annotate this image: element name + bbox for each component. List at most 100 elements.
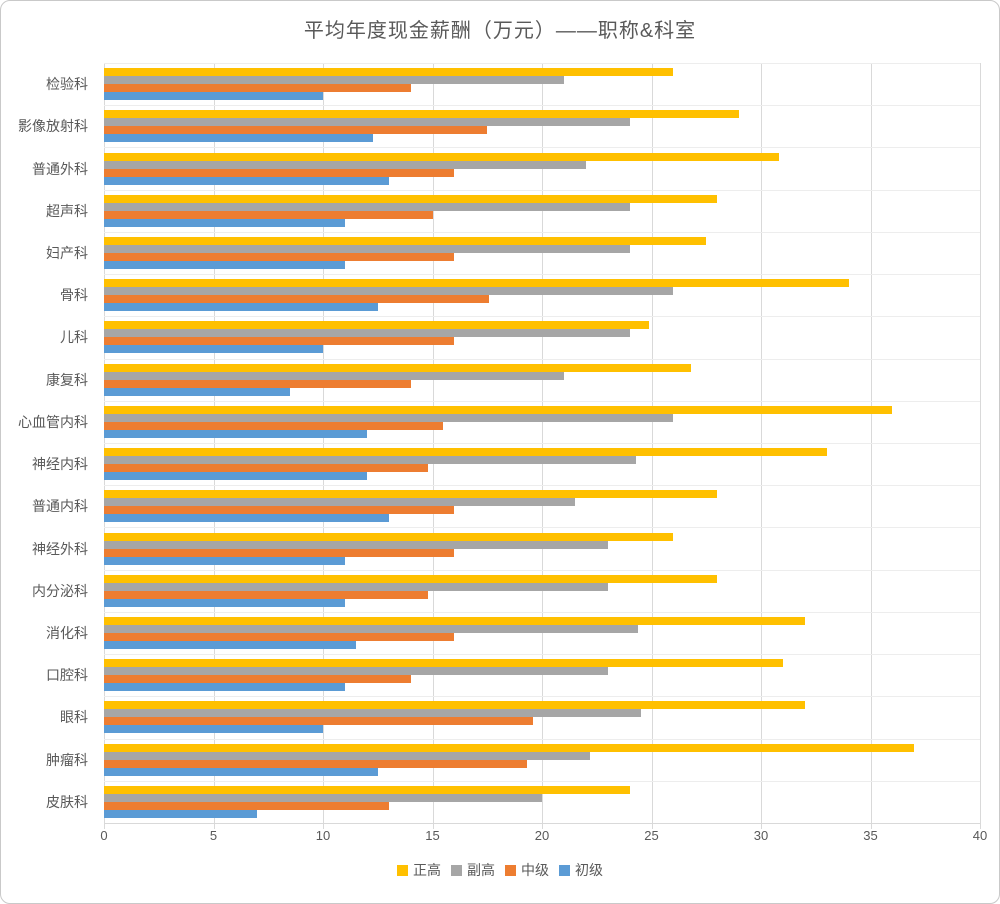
bar-deputy-senior xyxy=(104,751,591,760)
bar-full-senior xyxy=(104,616,805,625)
x-tick-label: 40 xyxy=(972,828,988,843)
bar-full-senior xyxy=(104,532,674,541)
bar-junior xyxy=(104,514,389,523)
category-separator xyxy=(104,738,980,740)
bar-deputy-senior xyxy=(104,160,586,169)
bar-intermediate xyxy=(104,379,411,388)
category-separator xyxy=(104,147,980,149)
bar-full-senior xyxy=(104,68,674,77)
bar-intermediate xyxy=(104,506,455,515)
bar-full-senior xyxy=(104,785,630,794)
bar-intermediate xyxy=(104,632,455,641)
category-label: 康复科 xyxy=(46,371,88,388)
bar-full-senior xyxy=(104,152,779,161)
bar-intermediate xyxy=(104,337,455,346)
axis-tick-40 xyxy=(980,823,981,829)
x-tick-label: 5 xyxy=(209,828,218,843)
x-axis-labels: 0 5 10 15 20 25 30 35 40 xyxy=(100,828,987,846)
bar-group-17 xyxy=(104,739,980,781)
bar-full-senior xyxy=(104,279,849,288)
bar-deputy-senior xyxy=(104,582,608,591)
category-label: 骨科 xyxy=(60,287,88,304)
bar-deputy-senior xyxy=(104,498,575,507)
category-separator xyxy=(104,189,980,191)
bar-full-senior xyxy=(104,490,718,499)
legend-item-intermediate: 中级 xyxy=(505,860,549,880)
bar-junior xyxy=(104,387,291,396)
bar-intermediate xyxy=(104,717,534,726)
bar-junior xyxy=(104,683,345,692)
bar-junior xyxy=(104,472,367,481)
bar-intermediate xyxy=(104,759,527,768)
bar-intermediate xyxy=(104,210,433,219)
axis-tick-15 xyxy=(432,823,434,829)
bar-full-senior xyxy=(104,321,650,330)
category-label: 儿科 xyxy=(60,329,88,346)
x-tick-label: 0 xyxy=(100,828,108,843)
bar-junior xyxy=(104,640,356,649)
x-tick-label: 30 xyxy=(753,828,769,843)
legend-swatch-junior xyxy=(559,864,570,876)
category-separator xyxy=(104,527,980,529)
bar-group-18 xyxy=(104,781,980,823)
bar-intermediate xyxy=(104,590,429,599)
bar-deputy-senior xyxy=(104,202,630,211)
category-separator xyxy=(104,63,980,64)
category-separator xyxy=(104,443,980,444)
y-axis-labels: 检验科 影像放射科 普通外科 超声科 妇产科 骨科 儿科 康复科 心血管内科 神经内科 普通内科 神经… xyxy=(1,63,96,823)
bar-junior xyxy=(104,809,258,818)
bar-intermediate xyxy=(104,252,455,261)
bar-full-senior xyxy=(104,701,805,710)
axis-tick-10 xyxy=(323,823,324,829)
bar-deputy-senior xyxy=(104,76,564,85)
bar-full-senior xyxy=(104,743,915,752)
bar-deputy-senior xyxy=(104,709,641,718)
bar-full-senior xyxy=(104,574,718,583)
bar-group-12 xyxy=(104,527,980,569)
bar-deputy-senior xyxy=(104,413,674,422)
legend-item-full-senior: 正高 xyxy=(397,860,441,880)
bar-deputy-senior xyxy=(104,244,630,253)
bar-junior xyxy=(104,725,323,734)
bar-deputy-senior xyxy=(104,456,637,465)
bar-junior xyxy=(104,218,345,227)
category-separator xyxy=(104,485,980,487)
category-separator xyxy=(104,400,980,402)
category-separator xyxy=(104,780,980,782)
category-label: 眼科 xyxy=(60,709,88,726)
bar-junior xyxy=(104,598,345,607)
bar-group-5 xyxy=(104,232,980,274)
bar-intermediate xyxy=(104,126,488,135)
bar-deputy-senior xyxy=(104,371,564,380)
category-separator xyxy=(104,358,980,360)
legend-item-deputy-senior: 副高 xyxy=(451,860,495,880)
category-label: 神经内科 xyxy=(32,456,88,473)
legend-label-deputy-senior: 副高 xyxy=(467,862,495,878)
bar-intermediate xyxy=(104,295,490,304)
bar-intermediate xyxy=(104,675,411,684)
legend-item-junior: 初级 xyxy=(559,860,603,880)
axis-tick-35 xyxy=(870,823,872,829)
bar-deputy-senior xyxy=(104,667,608,676)
bar-junior xyxy=(104,556,345,565)
bar-intermediate xyxy=(104,168,455,177)
bar-intermediate xyxy=(104,548,455,557)
category-separator xyxy=(104,611,980,613)
category-label: 超声科 xyxy=(46,202,88,219)
bar-deputy-senior xyxy=(104,624,639,633)
category-separator xyxy=(104,654,980,656)
bar-deputy-senior xyxy=(104,793,542,802)
category-label: 检验科 xyxy=(46,76,88,93)
bar-group-4 xyxy=(104,190,980,232)
plot-area xyxy=(104,63,981,829)
x-tick-label: 10 xyxy=(315,828,331,843)
chart-title: 平均年度现金薪酬（万元）——职称&科室 xyxy=(303,20,697,42)
legend-swatch-intermediate xyxy=(505,864,516,876)
bar-full-senior xyxy=(104,110,740,119)
bar-full-senior xyxy=(104,194,718,203)
category-separator xyxy=(104,105,980,107)
bar-junior xyxy=(104,303,378,312)
category-separator xyxy=(104,696,980,698)
bar-intermediate xyxy=(104,84,411,93)
legend-swatch-deputy-senior xyxy=(451,864,462,876)
